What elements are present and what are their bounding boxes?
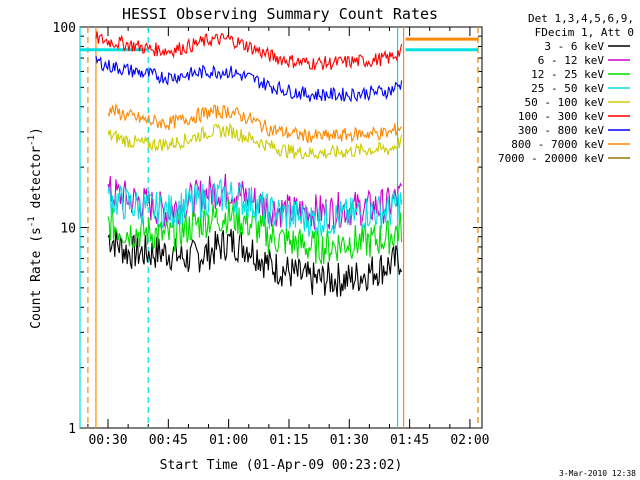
series-line — [107, 122, 403, 160]
y-axis-label-text: Count Rate (s-1 detector-1) — [27, 127, 44, 329]
series-group — [95, 31, 403, 297]
plot-timestamp: 3-Mar-2010 12:38 — [559, 469, 636, 478]
legend-entry-label: 3 - 6 keV — [544, 40, 604, 53]
legend-entry-label: 800 - 7000 keV — [511, 138, 604, 151]
series-line — [107, 103, 403, 144]
y-tick-label: 1 — [68, 422, 76, 437]
x-axis-label: Start Time (01-Apr-09 00:23:02) — [160, 458, 403, 473]
legend-entry-label: 300 - 800 keV — [518, 124, 604, 137]
legend-entry-label: 50 - 100 keV — [525, 96, 605, 109]
legend-header: FDecim 1, Att 0 — [535, 26, 634, 39]
legend-header: Det 1,3,4,5,6,9, — [528, 12, 634, 25]
y-axis-label-part: detector — [29, 146, 44, 217]
y-tick-label: 100 — [53, 21, 76, 36]
x-tick-label: 01:30 — [330, 433, 369, 448]
x-tick-label: 01:15 — [269, 433, 308, 448]
y-axis-label: Count Rate (s-1 detector-1) — [27, 127, 44, 329]
y-tick-label: 10 — [60, 222, 76, 237]
x-tick-label: 00:30 — [88, 433, 127, 448]
y-axis-label-superscript: -1 — [27, 216, 37, 227]
plot-axes: 00:30 00:45 01:00 01:15 01:30 01:45 02:00 1 10 10… — [53, 21, 490, 448]
chart-title: HESSI Observing Summary Count Rates — [122, 5, 438, 23]
series-line — [95, 55, 403, 103]
y-axis-label-superscript: -1 — [27, 135, 37, 146]
legend-entry-label: 25 - 50 keV — [531, 82, 604, 95]
x-tick-label: 00:45 — [149, 433, 188, 448]
x-tick-label: 01:00 — [209, 433, 248, 448]
legend-entry-label: 12 - 25 keV — [531, 68, 604, 81]
legend-entry-label: 7000 - 20000 keV — [498, 152, 604, 165]
series-line — [107, 178, 403, 238]
legend-entry-label: 100 - 300 keV — [518, 110, 604, 123]
legend: Det 1,3,4,5,6,9,FDecim 1, Att 03 - 6 keV… — [498, 12, 634, 165]
series-line — [107, 173, 403, 230]
y-axis-label-part: ) — [29, 127, 44, 135]
series-line — [107, 199, 403, 265]
x-tick-label: 01:45 — [390, 433, 429, 448]
x-tick-label: 02:00 — [450, 433, 489, 448]
series-line — [95, 31, 403, 71]
series-line — [107, 228, 403, 297]
y-axis-label-part: Count Rate (s — [29, 227, 44, 329]
time-markers — [79, 27, 479, 428]
legend-entry-label: 6 - 12 keV — [538, 54, 605, 67]
